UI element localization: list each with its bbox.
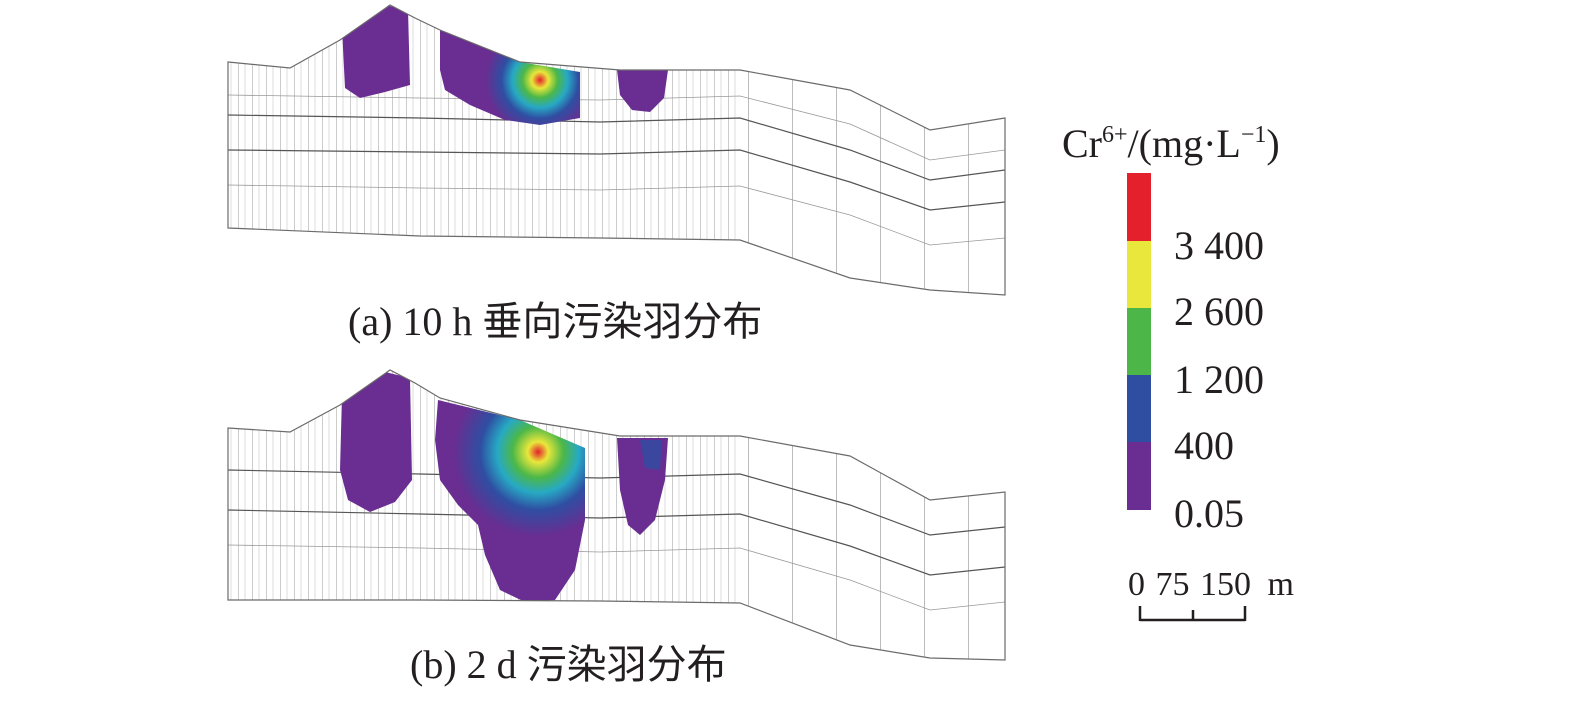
panel-a-caption: (a) 10 h 垂向污染羽分布 — [348, 299, 763, 344]
plume-a-right — [617, 70, 668, 112]
scale-bar-labels: 0 75 150 m — [1128, 566, 1296, 604]
scale-tick-label: 0 — [1128, 566, 1145, 603]
legend-unit-exp: −1 — [1240, 122, 1267, 148]
plume-b-middle — [435, 400, 585, 602]
colorbar-tick-label: 400 — [1174, 423, 1234, 468]
colorbar-tick-label: 0.05 — [1174, 491, 1244, 536]
legend-unit-open: /(mg·L — [1127, 121, 1241, 166]
colorbar-swatch-red — [1127, 173, 1151, 241]
legend-charge: 6+ — [1102, 122, 1128, 148]
colorbar-swatch-blue — [1127, 375, 1151, 442]
panel-b-caption: (b) 2 d 污染羽分布 — [410, 642, 727, 687]
plume-a-left — [342, 5, 410, 98]
scale-unit: m — [1267, 566, 1294, 603]
legend-unit-close: ) — [1266, 121, 1280, 166]
legend-title: Cr6+/(mg·L−1) — [1062, 120, 1280, 167]
scale-bar — [1138, 606, 1247, 622]
colorbar-swatch-green — [1127, 308, 1151, 375]
plume-a-middle — [440, 30, 580, 125]
colorbar-tick-label: 1 200 — [1174, 357, 1264, 402]
colorbar-tick-label: 3 400 — [1174, 223, 1264, 268]
colorbar-tick-label: 2 600 — [1174, 289, 1264, 334]
legend-quantity: Cr — [1062, 121, 1102, 166]
colorbar-swatch-purple — [1127, 442, 1151, 510]
scale-tick-label: 150 — [1200, 566, 1251, 603]
colorbar-swatch-yellow — [1127, 241, 1151, 308]
plume-b-left — [340, 372, 412, 512]
scale-tick-label: 75 — [1155, 566, 1190, 603]
colorbar — [1127, 173, 1151, 510]
